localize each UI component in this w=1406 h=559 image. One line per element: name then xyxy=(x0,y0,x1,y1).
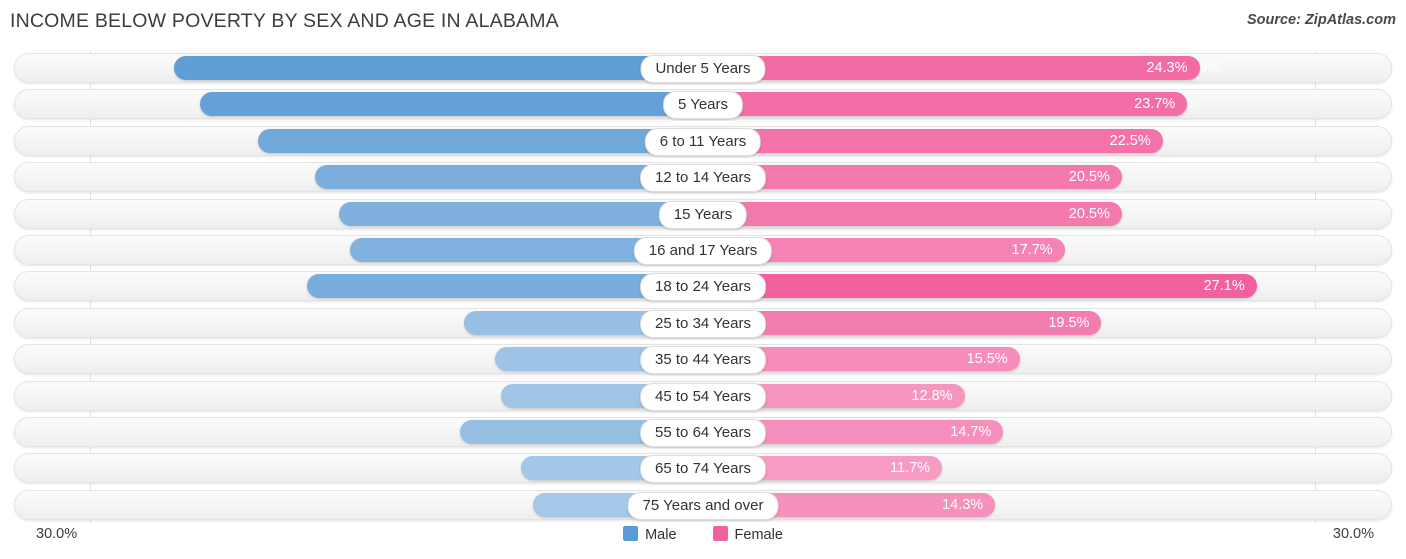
female-value-label: 19.5% xyxy=(1048,314,1090,331)
female-bar xyxy=(703,274,1257,299)
male-swatch xyxy=(623,526,639,541)
category-label: 5 Years xyxy=(662,91,744,120)
female-value-label: 17.7% xyxy=(1011,242,1053,258)
chart-row: 19.4%27.1%18 to 24 Years xyxy=(14,271,1392,302)
legend-label: Male xyxy=(645,527,677,543)
female-value-label: 14.7% xyxy=(950,424,992,440)
chart-row: 21.8%22.5%6 to 11 Years xyxy=(14,125,1392,156)
female-value-label: 20.5% xyxy=(1068,205,1110,222)
chart-footer: 30.0% 30.0% Male Female xyxy=(0,523,1406,559)
category-label: 25 to 34 Years xyxy=(640,309,766,338)
female-swatch xyxy=(712,526,728,541)
female-value-label: 22.5% xyxy=(1109,132,1151,149)
female-value-label: 27.1% xyxy=(1203,278,1245,295)
axis-max-right: 30.0% xyxy=(1332,526,1374,542)
category-label: 15 Years xyxy=(658,200,748,229)
female-value-label: 24.3% xyxy=(1146,60,1188,76)
category-label: 75 Years and over xyxy=(627,491,779,520)
female-bar xyxy=(703,310,1102,335)
female-value-label: 12.8% xyxy=(911,387,953,404)
chart-row: 17.8%20.5%15 Years xyxy=(14,198,1392,229)
chart-plot-area: 25.9%24.3%Under 5 Years24.6%23.7%5 Years… xyxy=(14,51,1392,523)
chart-row: 19.0%20.5%12 to 14 Years xyxy=(14,162,1392,193)
female-value-label: 14.3% xyxy=(942,496,984,513)
category-label: 6 to 11 Years xyxy=(644,127,762,156)
category-label: 16 and 17 Years xyxy=(633,237,773,265)
chart-row: 8.3%14.3%75 Years and over xyxy=(14,489,1392,520)
category-label: 45 to 54 Years xyxy=(640,382,766,411)
category-label: 35 to 44 Years xyxy=(640,346,766,375)
male-bar xyxy=(339,201,703,226)
female-value-label: 11.7% xyxy=(890,460,931,477)
chart-header: INCOME BELOW POVERTY BY SEX AND AGE IN A… xyxy=(0,0,1406,44)
source-attribution: Source: ZipAtlas.com xyxy=(1246,12,1396,28)
male-bar xyxy=(306,274,703,299)
female-value-label: 20.5% xyxy=(1068,169,1110,186)
category-label: 12 to 14 Years xyxy=(640,164,766,193)
female-value-label: 23.7% xyxy=(1134,96,1176,113)
chart-legend: Male Female xyxy=(0,526,1406,543)
category-label: Under 5 Years xyxy=(640,55,766,83)
page-title: INCOME BELOW POVERTY BY SEX AND AGE IN A… xyxy=(10,10,559,32)
male-bar xyxy=(173,56,703,80)
chart-row: 17.3%17.7%16 and 17 Years xyxy=(14,235,1392,265)
chart-row: 8.9%11.7%65 to 74 Years xyxy=(14,453,1392,484)
legend-item[interactable]: Male xyxy=(623,526,677,543)
chart-row: 24.6%23.7%5 Years xyxy=(14,89,1392,120)
category-label: 65 to 74 Years xyxy=(640,455,766,484)
category-label: 18 to 24 Years xyxy=(640,273,766,302)
legend-item[interactable]: Female xyxy=(712,526,783,543)
female-bar xyxy=(703,128,1163,153)
axis-max-left: 30.0% xyxy=(36,526,78,542)
female-bar xyxy=(703,92,1188,117)
female-value-label: 15.5% xyxy=(966,351,1008,368)
chart-row: 11.9%14.7%55 to 64 Years xyxy=(14,417,1392,447)
legend-label: Female xyxy=(734,527,783,543)
male-bar xyxy=(257,128,703,153)
chart-row: 11.7%19.5%25 to 34 Years xyxy=(14,307,1392,338)
male-bar xyxy=(200,92,703,117)
female-bar xyxy=(703,165,1122,190)
category-label: 55 to 64 Years xyxy=(640,419,766,447)
chart-row: 10.2%15.5%35 to 44 Years xyxy=(14,344,1392,375)
male-bar xyxy=(314,165,703,190)
chart-row: 25.9% 24.3% Under 5 Years xyxy=(14,53,1392,83)
chart-row: 9.9%12.8%45 to 54 Years xyxy=(14,380,1392,411)
female-bar xyxy=(703,56,1200,80)
female-bar xyxy=(703,201,1122,226)
